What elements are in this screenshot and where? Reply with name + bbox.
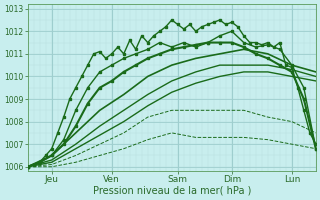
X-axis label: Pression niveau de la mer( hPa ): Pression niveau de la mer( hPa ): [92, 186, 251, 196]
